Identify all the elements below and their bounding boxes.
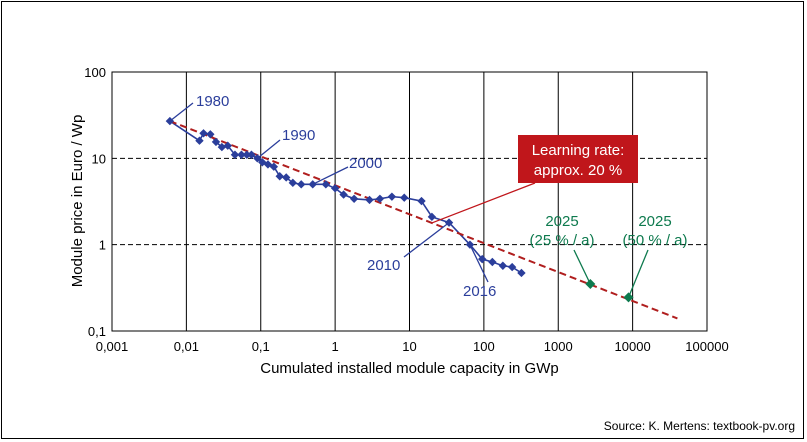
- leader-2000: [312, 166, 349, 185]
- learning-rate-box: Learning rate: approx. 20 %: [518, 135, 638, 183]
- leader-learning-rate: [431, 182, 536, 224]
- y-tick-label: 10: [92, 151, 106, 166]
- annotation-2000: 2000: [349, 155, 382, 172]
- forecast-50-rate: (50 % / a): [622, 232, 687, 249]
- data-point: [282, 173, 291, 182]
- data-point: [488, 257, 497, 267]
- data-point: [211, 137, 221, 147]
- leader-2016: [469, 244, 489, 283]
- data-point: [427, 212, 437, 222]
- x-axis-label: Cumulated installed module capacity in G…: [260, 360, 558, 377]
- x-tick-label: 1000: [544, 339, 573, 354]
- data-point: [478, 254, 487, 264]
- x-tick-label: 1: [332, 339, 339, 354]
- data-point: [365, 195, 374, 205]
- annotation-1980: 1980: [196, 93, 229, 110]
- data-point: [308, 180, 317, 189]
- x-tick-label: 100000: [685, 339, 728, 354]
- data-point: [321, 180, 331, 189]
- data-point: [465, 240, 475, 249]
- data-point: [223, 141, 232, 150]
- leader-1990: [256, 139, 281, 159]
- data-point: [275, 172, 284, 181]
- y-tick-label: 100: [84, 65, 106, 80]
- data-point: [230, 150, 240, 159]
- annotation-1990: 1990: [282, 127, 315, 144]
- y-axis-label: Module price in Euro / Wp: [69, 115, 86, 288]
- data-point: [195, 136, 204, 145]
- leader-2010: [403, 222, 450, 258]
- learning-rate-box-bg: [518, 135, 638, 183]
- data-point: [242, 150, 252, 159]
- data-point: [387, 192, 397, 201]
- data-point: [349, 194, 359, 203]
- data-point: [517, 268, 526, 278]
- learning-rate-value: approx. 20 %: [534, 162, 622, 179]
- x-tick-label: 100: [473, 339, 495, 354]
- leader-1980: [169, 102, 194, 122]
- forecast-25-year: 2025: [545, 213, 578, 230]
- data-point: [375, 194, 385, 203]
- leader-forecast-25: [573, 249, 591, 285]
- data-point: [400, 193, 409, 202]
- data-point: [269, 162, 279, 171]
- x-tick-label: 10: [402, 339, 416, 354]
- data-point: [498, 261, 508, 270]
- forecast-25-rate: (25 % / a): [529, 232, 594, 249]
- y-tick-label: 0,1: [88, 324, 106, 339]
- data-point: [247, 150, 256, 159]
- data-point: [199, 129, 208, 138]
- data-point: [330, 184, 340, 193]
- x-tick-label: 0,01: [174, 339, 199, 354]
- source-credit: Source: K. Mertens: textbook-pv.org: [604, 419, 795, 433]
- x-tick-label: 0,1: [252, 339, 270, 354]
- data-point: [297, 180, 306, 189]
- y-tick-label: 1: [99, 238, 106, 253]
- data-point: [237, 150, 246, 159]
- data-point: [507, 262, 517, 272]
- data-point: [217, 142, 227, 152]
- annotation-2010: 2010: [367, 257, 400, 274]
- leader-forecast-50: [627, 249, 649, 298]
- x-tick-label: 10000: [615, 339, 651, 354]
- forecast-50-year: 2025: [638, 213, 671, 230]
- data-point: [206, 130, 215, 139]
- data-point: [417, 196, 426, 206]
- x-tick-label: 0,001: [96, 339, 129, 354]
- annotation-2016: 2016: [463, 283, 496, 300]
- learning-rate-label: Learning rate:: [532, 142, 625, 159]
- data-point: [288, 178, 298, 188]
- data-point: [339, 190, 348, 199]
